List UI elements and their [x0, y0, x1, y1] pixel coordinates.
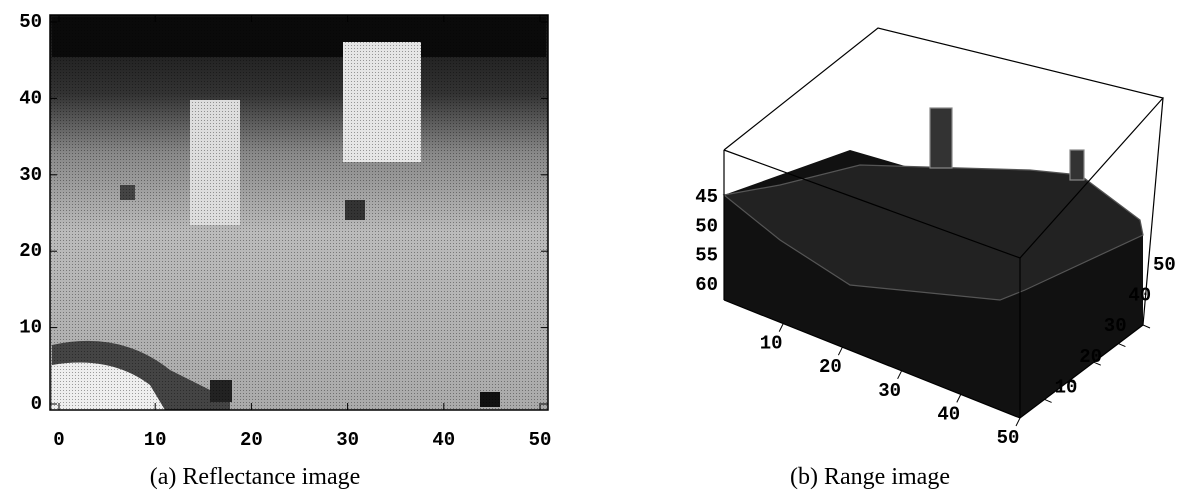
y-tick-label: 10 [19, 317, 42, 339]
x-tick [957, 394, 961, 402]
x-tick [1016, 418, 1020, 426]
z-tick-label: 60 [695, 274, 718, 296]
y-tick-label: 50 [1153, 254, 1176, 276]
x-tick [779, 324, 783, 332]
x-tick-label: 50 [997, 427, 1020, 449]
caption: (a) Reflectance image [150, 464, 361, 490]
x-tick-label: 20 [819, 356, 842, 378]
y-tick-label: 30 [1104, 315, 1127, 337]
y-tick-label: 10 [1055, 376, 1078, 398]
x-tick-label: 10 [760, 333, 783, 355]
x-tick-label: 30 [336, 429, 359, 451]
z-tick-label: 55 [695, 245, 718, 267]
x-tick [838, 347, 842, 355]
y-tick [1118, 344, 1125, 347]
x-tick-label: 0 [53, 429, 64, 451]
x-tick-label: 40 [432, 429, 455, 451]
y-tick-label: 20 [19, 240, 42, 262]
x-tick-label: 20 [240, 429, 263, 451]
reflectance-image [50, 15, 548, 410]
z-tick-label: 50 [695, 215, 718, 237]
y-tick-label: 30 [19, 164, 42, 186]
caption: (b) Range image [790, 464, 950, 490]
figure: (a) Reflectance image (b) Range image 0 1… [0, 0, 1180, 499]
y-tick-label: 50 [19, 11, 42, 33]
z-tick-label: 45 [695, 186, 718, 208]
x-tick-label: 30 [878, 380, 901, 402]
x-tick [898, 371, 902, 379]
x-tick-label: 10 [144, 429, 167, 451]
x-tick-label: 50 [529, 429, 552, 451]
y-tick [1045, 399, 1052, 402]
y-tick-label: 40 [19, 87, 42, 109]
y-tick-label: 0 [31, 393, 42, 415]
x-tick-label: 40 [937, 403, 960, 425]
y-tick-label: 40 [1128, 285, 1151, 307]
y-tick [1143, 325, 1150, 328]
